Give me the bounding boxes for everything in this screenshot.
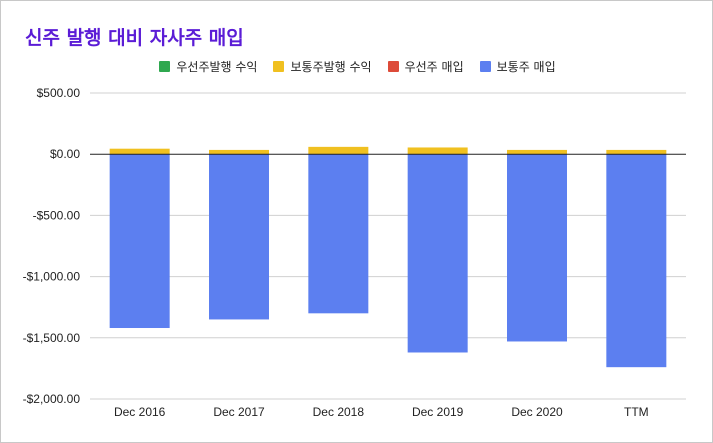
x-tick-label: Dec 2018 xyxy=(313,405,365,419)
y-tick-label: -$1,500.00 xyxy=(23,331,81,345)
bar-series-3 xyxy=(407,154,468,353)
bar-series-3 xyxy=(209,154,269,320)
x-tick-label: TTM xyxy=(624,405,649,419)
x-tick-label: Dec 2016 xyxy=(114,405,166,419)
legend-item-common-repurchase: 보통주 매입 xyxy=(479,58,556,75)
bar-series-3 xyxy=(308,154,369,314)
bar-series-1 xyxy=(308,146,369,155)
y-tick-label: -$2,000.00 xyxy=(23,392,81,406)
legend-item-preferred-repurchase: 우선주 매입 xyxy=(387,58,464,75)
y-tick-label: -$500.00 xyxy=(33,208,81,222)
x-tick-label: Dec 2017 xyxy=(213,405,265,419)
legend-item-common-issuance: 보통주발행 수익 xyxy=(273,58,372,75)
legend-label: 보통주 매입 xyxy=(496,60,556,74)
legend-item-preferred-issuance: 우선주발행 수익 xyxy=(159,58,257,75)
legend-swatch xyxy=(159,61,171,72)
legend-swatch xyxy=(479,61,491,72)
legend-label: 우선주 매입 xyxy=(404,60,464,74)
legend-swatch xyxy=(387,61,399,72)
bar-series-1 xyxy=(109,148,170,155)
x-tick-label: Dec 2020 xyxy=(511,405,563,419)
y-tick-label: -$1,000.00 xyxy=(23,270,81,284)
chart-title: 신주 발행 대비 자사주 매입 xyxy=(25,27,244,49)
legend-label: 보통주발행 수익 xyxy=(290,60,372,74)
y-tick-label: $500.00 xyxy=(37,86,81,100)
y-tick-label: $0.00 xyxy=(50,147,80,161)
bar-series-3 xyxy=(109,154,170,329)
bar-series-1 xyxy=(606,149,667,155)
bar-series-1 xyxy=(507,149,567,155)
bar-series-1 xyxy=(209,149,269,155)
bar-series-3 xyxy=(507,154,567,342)
chart-legend: 우선주발행 수익 보통주발행 수익 우선주 매입 보통주 매입 xyxy=(1,58,713,75)
bar-series-3 xyxy=(606,154,667,368)
legend-swatch xyxy=(273,61,285,72)
legend-label: 우선주발행 수익 xyxy=(176,60,258,74)
bar-series-1 xyxy=(407,147,468,155)
x-tick-label: Dec 2019 xyxy=(412,405,464,419)
